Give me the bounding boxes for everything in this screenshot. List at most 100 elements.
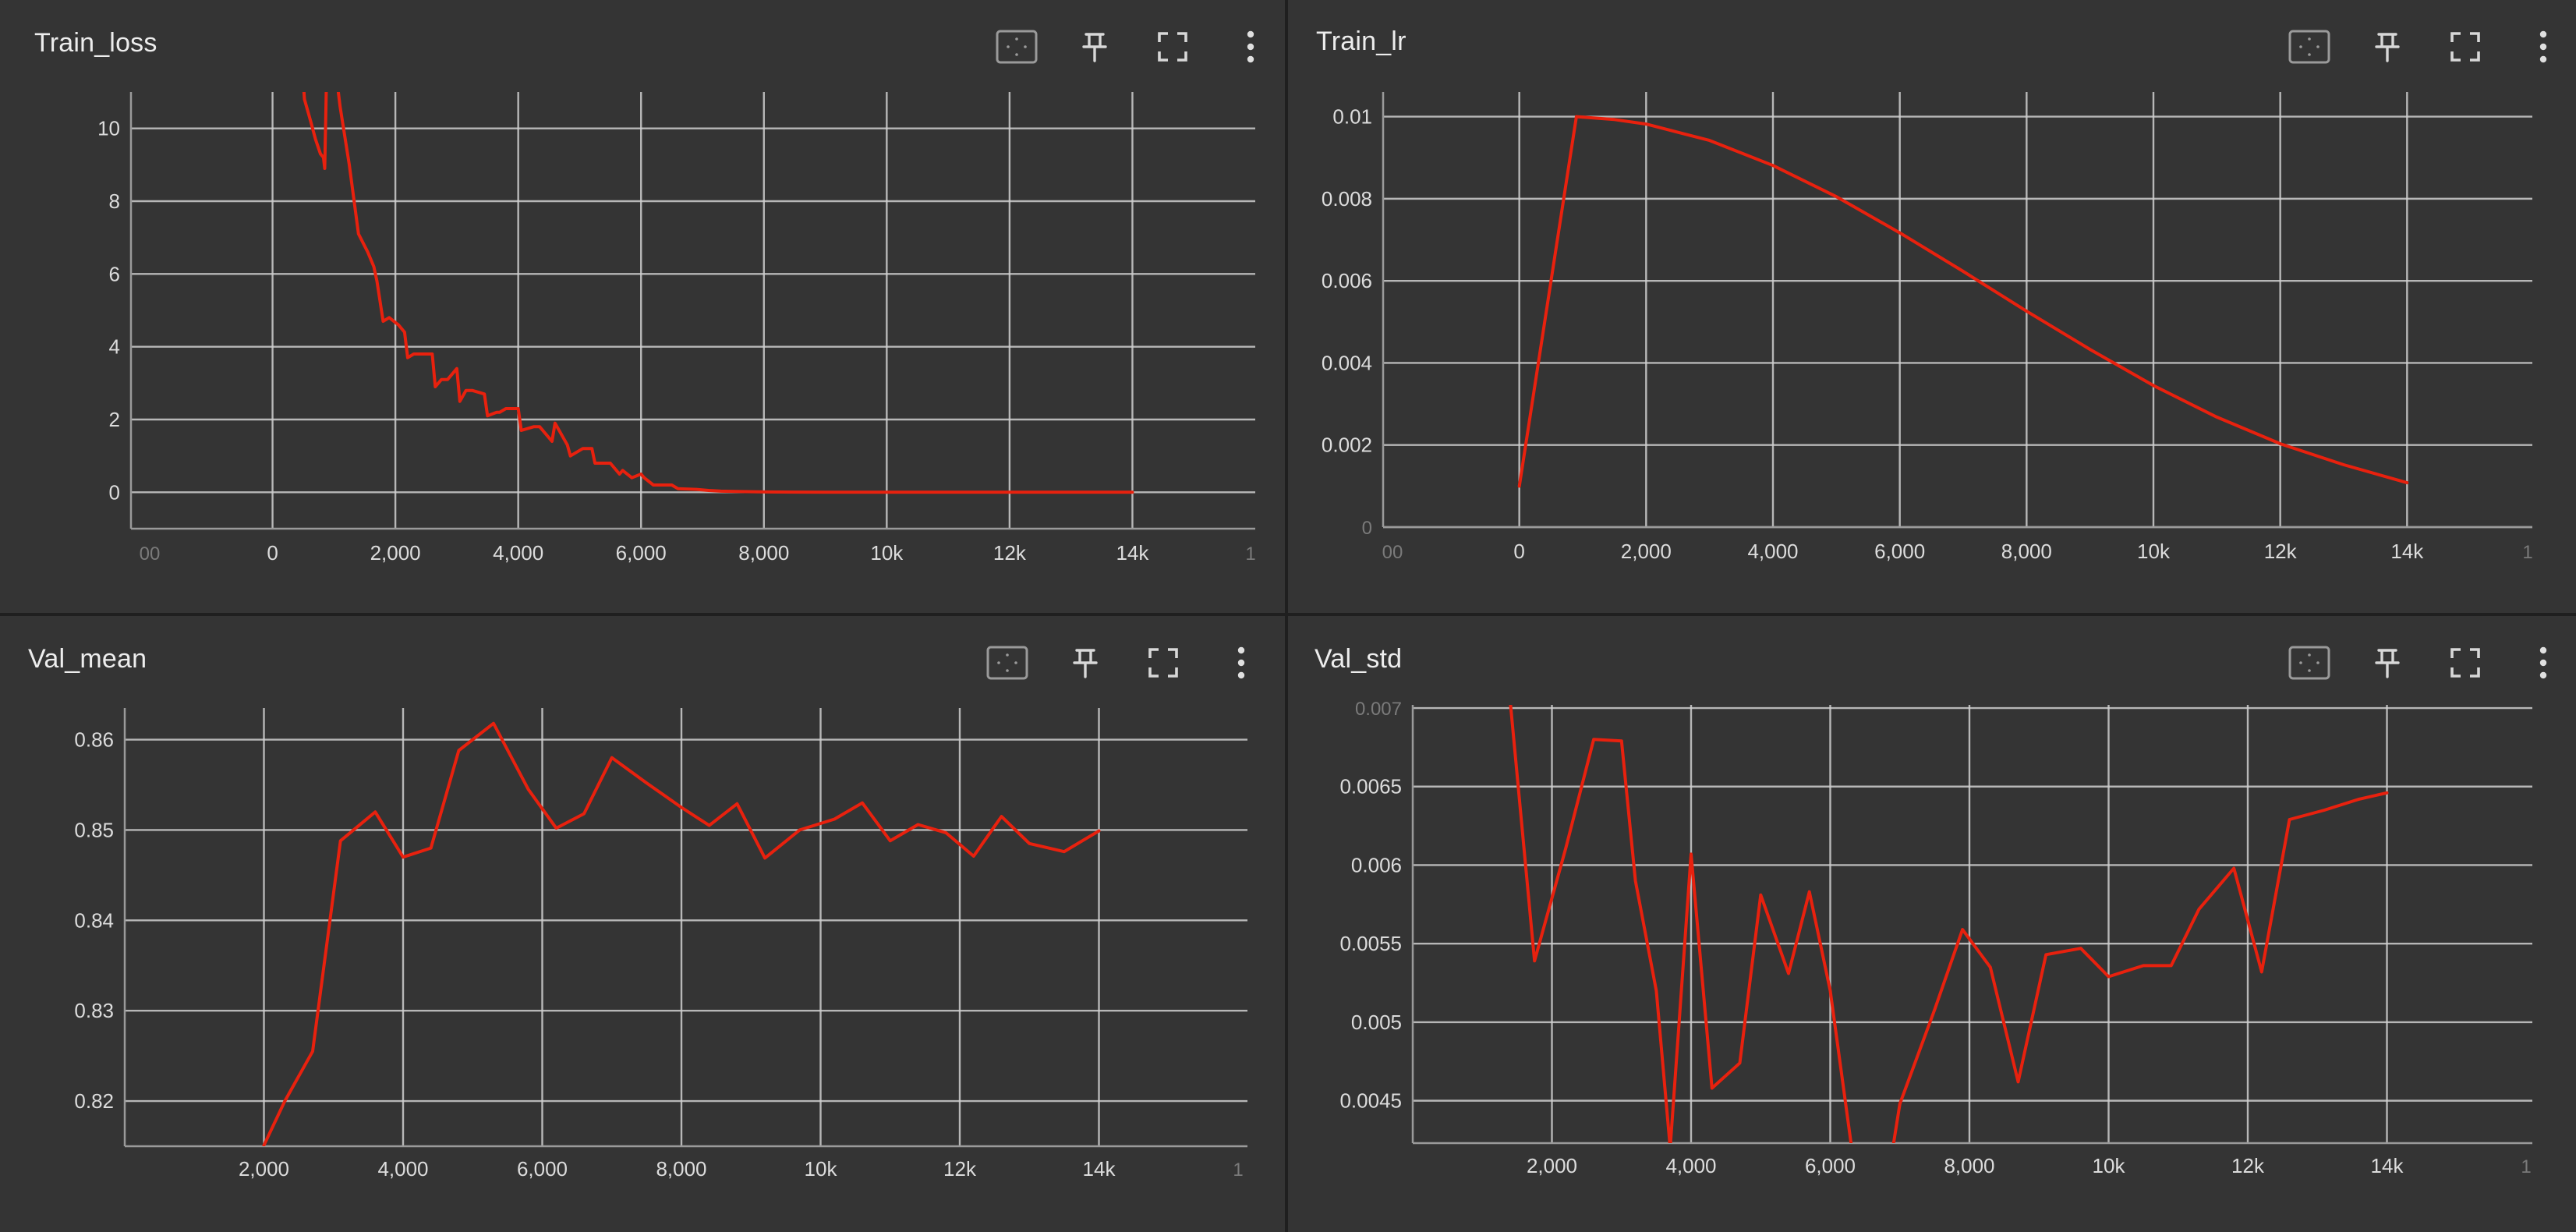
more-vertical-icon — [1237, 646, 1245, 679]
y-tick-label: 0.01 — [1332, 105, 1372, 129]
more-options-button[interactable] — [1219, 641, 1263, 685]
fullscreen-icon — [2450, 648, 2480, 678]
pin-icon — [2375, 33, 2400, 62]
y-tick-label: 0.008 — [1322, 187, 1372, 211]
select-region-icon — [2288, 30, 2330, 64]
card-toolbar — [2288, 639, 2565, 686]
pin-icon — [2375, 649, 2400, 678]
chart-card-train-loss: Train_loss 0 2 4 6 8 10 00 0 2,000 4,000 6,000 8,00… — [0, 0, 1285, 613]
series-group — [1517, 115, 2409, 488]
x-tick-label: 12k — [2231, 1154, 2265, 1177]
select-region-button[interactable] — [995, 25, 1039, 69]
x-tick-label: 14k — [1116, 541, 1149, 565]
y-tick-label: 0.0055 — [1339, 932, 1402, 955]
pin-icon — [1082, 33, 1107, 62]
y-tick-label: 4 — [109, 335, 120, 359]
x-tick-label: 4,000 — [493, 541, 543, 565]
x-tick-label: 6,000 — [1805, 1154, 1856, 1177]
chart-title: Val_mean — [28, 644, 147, 674]
y-tick-label: 10 — [97, 117, 120, 140]
fullscreen-button[interactable] — [2443, 641, 2487, 685]
x-tick-label: 14k — [2390, 540, 2424, 563]
x-tick-label: 12k — [993, 541, 1027, 565]
select-region-icon — [996, 30, 1038, 64]
pin-button[interactable] — [2365, 641, 2409, 685]
chart-plot-area[interactable]: 0.82 0.83 0.84 0.85 0.86 2,000 4,000 6,000 8,000… — [0, 616, 1285, 1232]
x-tick-label: 10k — [870, 541, 904, 565]
y-tick-label: 6 — [109, 262, 120, 285]
y-tick-label: 0.83 — [74, 999, 114, 1022]
x-tick-label: 8,000 — [2001, 540, 2052, 563]
series-line-train-lr — [1517, 115, 2409, 488]
pin-button[interactable] — [2365, 25, 2409, 69]
fullscreen-button[interactable] — [2443, 25, 2487, 69]
series-group — [302, 92, 1134, 494]
more-vertical-icon — [1247, 30, 1254, 63]
x-tick-label: 00 — [1382, 542, 1403, 563]
chart-card-train-lr: Train_lr 0 0.002 0.004 0.006 0.008 0.01 00 0 2,0… — [1288, 0, 2576, 613]
y-tick-label: 0.0065 — [1339, 775, 1402, 798]
y-tick-label: 0.85 — [74, 818, 114, 841]
card-toolbar — [2288, 23, 2565, 70]
x-tick-label: 2,000 — [1527, 1154, 1577, 1177]
y-tick-label: 0.005 — [1351, 1011, 1402, 1034]
series-line-val-std — [1509, 705, 2389, 1143]
series-group — [1509, 705, 2389, 1143]
y-tick-label: 0.006 — [1322, 269, 1372, 292]
series-line-val-mean — [262, 721, 1101, 1146]
chart-title: Train_loss — [34, 28, 157, 58]
pin-button[interactable] — [1063, 641, 1107, 685]
pin-button[interactable] — [1073, 25, 1116, 69]
y-tick-label: 0.82 — [74, 1089, 114, 1113]
x-tick-label: 2,000 — [1621, 540, 1672, 563]
x-tick-label: 10k — [2137, 540, 2171, 563]
chart-title: Val_std — [1315, 644, 1403, 674]
x-tick-label: 14k — [2371, 1154, 2404, 1177]
fullscreen-icon — [2450, 32, 2480, 62]
x-tick-label: 12k — [2264, 540, 2298, 563]
x-tick-label: 0 — [1513, 540, 1524, 563]
x-tick-label: 14k — [1083, 1157, 1116, 1181]
x-tick-label: 2,000 — [239, 1157, 289, 1181]
x-tick-label: 6,000 — [1874, 540, 1925, 563]
x-tick-label: 8,000 — [656, 1157, 706, 1181]
more-options-button[interactable] — [1229, 25, 1272, 69]
select-region-button[interactable] — [2288, 25, 2331, 69]
x-tick-label: 6,000 — [616, 541, 667, 565]
x-tick-label: 4,000 — [1665, 1154, 1716, 1177]
chart-title: Train_lr — [1316, 27, 1407, 56]
x-tick-label: 10k — [2093, 1154, 2126, 1177]
select-region-button[interactable] — [2288, 641, 2331, 685]
card-toolbar — [985, 639, 1263, 686]
y-tick-label: 2 — [109, 408, 120, 431]
chart-card-val-mean: Val_mean 0.82 0.83 0.84 0.85 0.86 2,000 4,000 6… — [0, 616, 1285, 1232]
y-tick-label: 0.006 — [1351, 853, 1402, 876]
x-tick-label: 4,000 — [1747, 540, 1798, 563]
chart-plot-area[interactable]: 0.0045 0.005 0.0055 0.006 0.0065 0.007 2,000 4,… — [1288, 616, 2576, 1232]
pin-icon — [1073, 649, 1098, 678]
more-vertical-icon — [2539, 646, 2547, 679]
series-line-train-loss — [302, 92, 1134, 494]
y-tick-label: 0.84 — [74, 908, 114, 932]
more-options-button[interactable] — [2521, 641, 2565, 685]
y-tick-label: 0 — [109, 480, 120, 504]
y-tick-label: 0.0045 — [1339, 1089, 1402, 1113]
fullscreen-button[interactable] — [1151, 25, 1194, 69]
x-tick-label: 6,000 — [517, 1157, 568, 1181]
fullscreen-button[interactable] — [1141, 641, 1185, 685]
y-tick-label: 0.004 — [1322, 351, 1372, 374]
y-tick-label: 0.007 — [1355, 699, 1402, 720]
chart-card-val-std: Val_std 0.0045 0.005 0.0055 0.006 0.0065 0.00… — [1288, 616, 2576, 1232]
y-tick-label: 0 — [1362, 518, 1372, 539]
x-tick-label: 1 — [2522, 542, 2532, 563]
select-region-button[interactable] — [985, 641, 1029, 685]
more-options-button[interactable] — [2521, 25, 2565, 69]
x-tick-label: 1 — [1233, 1159, 1243, 1181]
y-tick-label: 8 — [109, 189, 120, 213]
x-tick-label: 8,000 — [1944, 1154, 1994, 1177]
more-vertical-icon — [2539, 30, 2547, 63]
series-group — [262, 721, 1101, 1146]
x-tick-label: 2,000 — [370, 541, 421, 565]
